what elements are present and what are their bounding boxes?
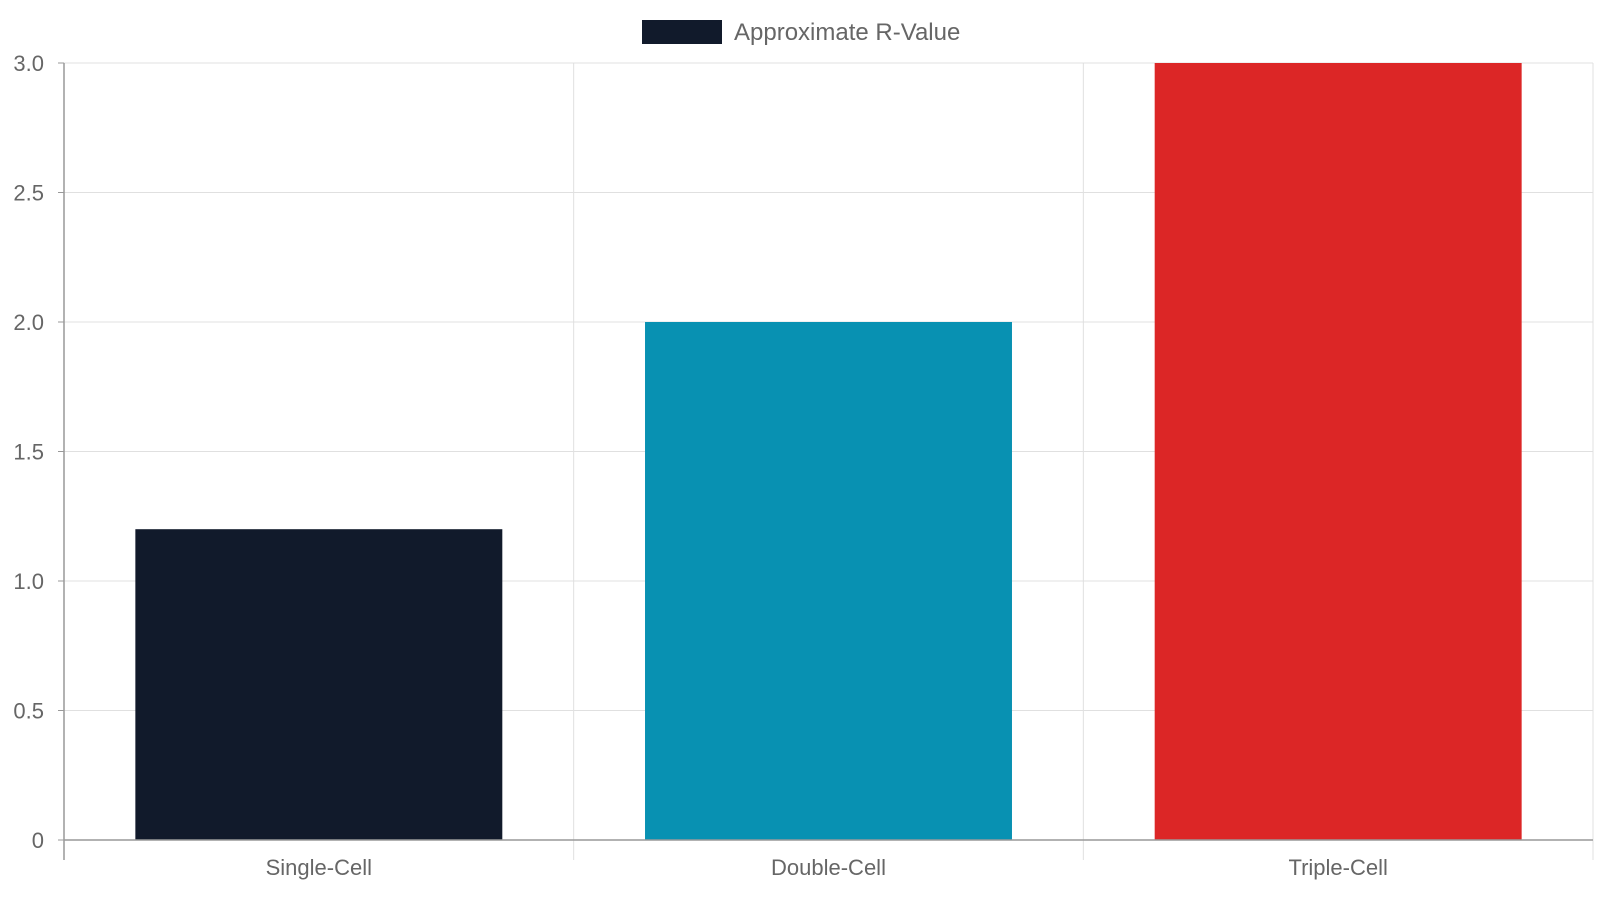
y-tick-label: 0.5 (13, 699, 44, 724)
bar-single-cell[interactable] (135, 529, 503, 840)
y-tick-label: 2.5 (13, 181, 44, 206)
x-axis-ticks: Single-Cell Double-Cell Triple-Cell (266, 855, 1388, 880)
legend-swatch (642, 20, 722, 44)
bar-double-cell[interactable] (645, 322, 1012, 840)
bar-triple-cell[interactable] (1154, 63, 1522, 840)
x-tick-label: Triple-Cell (1288, 855, 1387, 880)
bars (135, 63, 1522, 840)
x-tick-label: Single-Cell (266, 855, 372, 880)
legend-label: Approximate R-Value (734, 19, 960, 46)
y-tick-label: 2.0 (13, 310, 44, 335)
y-tick-label: 1.0 (13, 569, 44, 594)
legend[interactable]: Approximate R-Value (642, 19, 960, 46)
y-tick-label: 3.0 (13, 51, 44, 76)
x-tick-label: Double-Cell (771, 855, 886, 880)
y-axis-ticks: 0 0.5 1.0 1.5 2.0 2.5 3.0 (13, 51, 64, 853)
y-tick-label: 0 (32, 828, 44, 853)
y-tick-label: 1.5 (13, 440, 44, 465)
axes (63, 63, 1593, 860)
